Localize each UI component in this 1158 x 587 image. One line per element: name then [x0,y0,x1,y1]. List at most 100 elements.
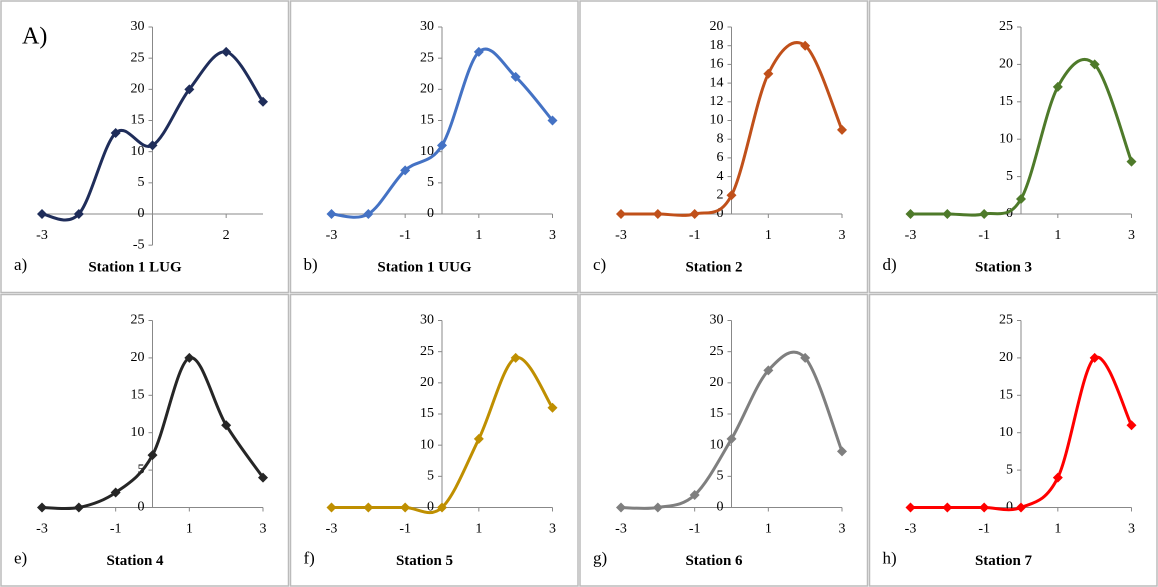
y-tick-label: 20 [420,82,434,97]
panel: 0 5 10 15 20 25 30 -3 -1 1 3 g) Station 6 [579,293,869,587]
x-tick-label: -3 [36,522,48,537]
x-tick-label: 3 [549,522,556,537]
x-tick-label: -1 [689,228,701,243]
x-tick-label: 1 [765,228,772,243]
y-tick-label: 20 [131,82,145,97]
data-point [473,433,484,444]
x-tick-label: -3 [905,522,917,537]
y-tick-label: 10 [999,131,1013,146]
data-point [147,450,158,461]
y-tick-label: 25 [420,344,434,359]
data-point [689,490,700,501]
data-point [73,209,84,219]
data-point [326,209,337,219]
panel: 0 5 10 15 20 25 30 -3 -1 1 3 b) Station 1 UUG [289,0,579,294]
y-tick-label: 30 [420,313,434,328]
panel: 0 5 10 15 20 25 -3 -1 1 3 d) Station 3 [868,0,1158,294]
x-tick-label: 3 [1128,522,1135,537]
data-point [726,190,737,201]
data-point [437,502,447,513]
x-tick-label: 3 [549,228,556,243]
chart-title: Station 2 [685,259,742,275]
y-tick-label: 30 [710,313,724,328]
x-tick-label: -3 [326,522,338,537]
x-tick-label: 3 [260,522,267,537]
y-tick-label: 16 [710,57,724,72]
x-tick-label: -3 [905,228,917,243]
y-tick-label: 15 [710,406,724,421]
chart-title: Station 5 [396,553,453,569]
y-tick-label: 0 [1006,206,1013,221]
x-tick-label: 3 [839,522,846,537]
panel-border [0,0,290,294]
y-tick-label: 0 [427,206,434,221]
y-tick-label: 30 [131,19,145,34]
data-point [258,96,268,107]
y-tick-label: 30 [420,19,434,34]
y-tick-label: 20 [999,57,1013,72]
y-tick-label: 25 [999,313,1013,328]
y-tick-label: 0 [427,500,434,515]
chart-title: Station 4 [106,553,164,569]
data-point [184,352,195,363]
data-point [400,502,411,513]
y-tick-label: 10 [131,144,145,159]
data-point [800,352,811,363]
panel-label: b) [304,255,318,274]
panel-label: g) [593,548,607,567]
y-tick-label: 4 [717,169,724,184]
y-tick-label: 20 [420,375,434,390]
data-point [689,209,700,219]
chart-title: Station 7 [975,553,1033,569]
y-tick-label: 0 [1006,500,1013,515]
data-point [905,209,916,219]
panel-label: f) [304,548,315,567]
panel-label: h) [883,548,897,567]
data-point [73,502,84,513]
panel-label: d) [883,255,897,274]
y-tick-label: 10 [420,144,434,159]
data-point [652,209,663,219]
data-point [942,502,953,513]
data-point [37,502,47,513]
y-tick-label: 25 [420,50,434,65]
panel: 0 5 10 15 20 25 -3 -1 1 3 h) Station 7 [868,293,1158,587]
y-tick-label: 18 [710,38,724,53]
x-tick-label: 1 [1054,228,1061,243]
y-tick-label: 20 [999,350,1013,365]
data-point [110,127,121,138]
panel-border [579,293,869,587]
x-tick-label: -1 [110,522,122,537]
panel-border [868,0,1158,294]
y-tick-label: 20 [710,19,724,34]
x-tick-label: -1 [978,228,990,243]
x-tick-label: -1 [399,228,411,243]
x-tick-label: -1 [689,522,701,537]
y-tick-label: 25 [131,50,145,65]
y-tick-label: 5 [427,175,434,190]
y-tick-label: 8 [717,131,724,146]
data-point [510,71,521,82]
x-tick-label: 1 [1054,522,1061,537]
y-tick-label: 5 [138,175,145,190]
data-point [510,352,521,363]
x-tick-label: -3 [36,228,48,243]
data-point [1126,420,1137,431]
y-tick-label: 14 [710,75,724,90]
panel-label: e) [14,548,27,567]
data-point [942,209,953,219]
y-tick-label: 15 [131,113,145,128]
chart-title: Station 3 [975,259,1032,275]
panel-border [868,293,1158,587]
y-tick-label: 5 [427,469,434,484]
data-point [1016,502,1026,513]
panel-border [579,0,869,294]
panel: 0 5 10 15 20 25 30 -3 -1 1 3 f) Station 5 [289,293,579,587]
data-point [258,472,268,483]
y-tick-label: 10 [420,437,434,452]
x-tick-label: -1 [399,522,411,537]
y-tick-label: 15 [420,113,434,128]
data-point [763,365,774,376]
data-point [616,209,626,219]
